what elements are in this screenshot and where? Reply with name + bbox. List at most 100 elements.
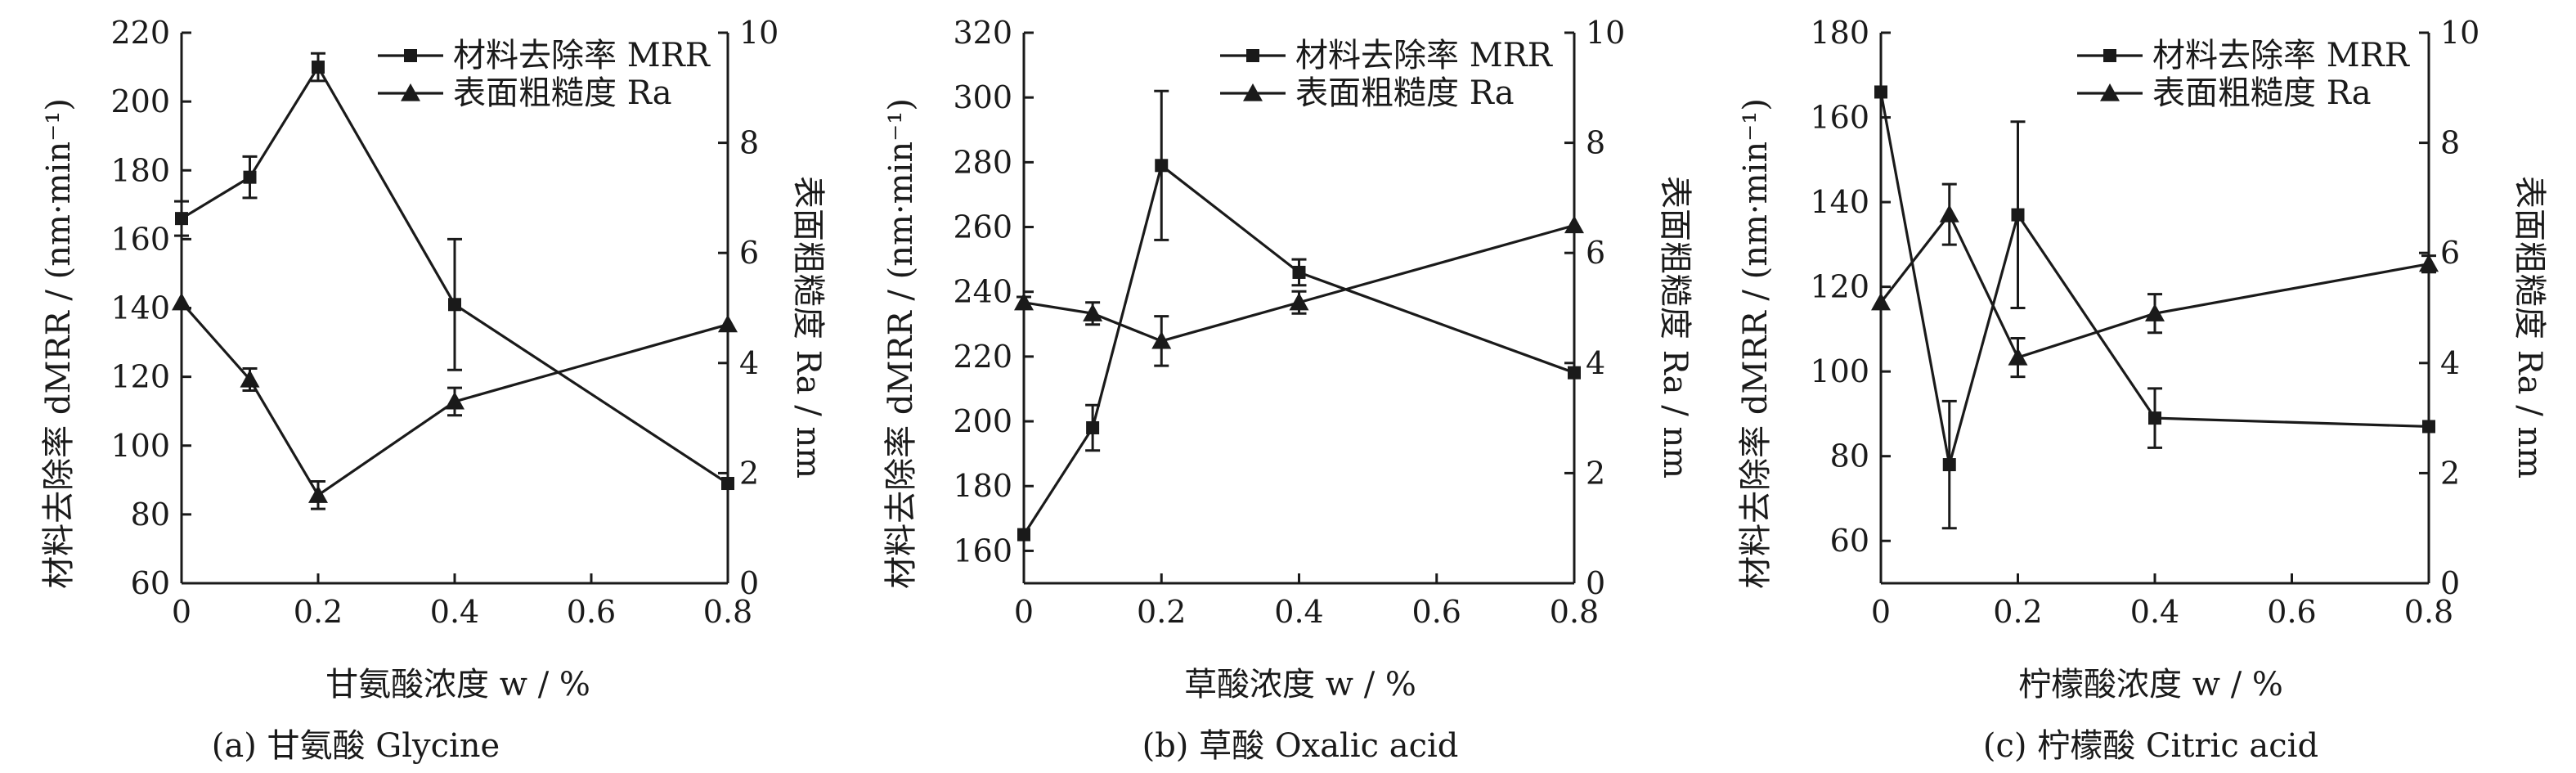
panel-a-ytick-left-label: 120 [110, 359, 170, 395]
panel-a-ytick-left-label: 140 [110, 290, 170, 326]
panel-a-caption: (a) 甘氨酸 Glycine [212, 727, 500, 765]
panel-a-ytick-left-label: 160 [110, 221, 170, 257]
panel-b-caption: (b) 草酸 Oxalic acid [1142, 727, 1459, 765]
panel-c-square-point [1874, 85, 1887, 99]
panel-a-xtick-label: 0.6 [567, 594, 616, 630]
panel-b-xtick-label: 0.6 [1412, 594, 1461, 630]
panel-a-square-point [721, 477, 734, 491]
panel-a-xlabel: 甘氨酸浓度 w / % [325, 666, 590, 703]
panel-c-xtick-label: 0.6 [2267, 594, 2316, 630]
panel-a-ytick-right-label: 4 [739, 345, 759, 381]
panel-b-square-point [1017, 528, 1030, 542]
panel-b-ytick-right-label: 4 [1586, 345, 1605, 381]
panel-b-ytick-left-label: 220 [953, 339, 1012, 375]
panel-a-ytick-right-label: 2 [739, 455, 759, 491]
panel-c-square-point [2148, 411, 2161, 425]
panel-c-ytick-left-label: 140 [1810, 184, 1869, 220]
panel-b-square-point [1155, 159, 1169, 173]
panel-c-triangle-point [1871, 292, 1891, 311]
panel-b-ylabel-left: 材料去除率 dMRR / (nm·min⁻¹) [882, 98, 920, 589]
panel-a-ytick-left-label: 100 [110, 428, 170, 464]
panel-a-xtick-label: 0.2 [294, 594, 343, 630]
panel-c-square-point [2011, 208, 2025, 222]
panel-b-triangle-point [1289, 292, 1309, 311]
panel-c-ytick-left-label: 180 [1810, 15, 1869, 51]
panel-b-plot-area: 0 0.2 0.4 0.6 0.8160180200220240260280300320… [953, 15, 1625, 630]
panel-c-xtick-label: 0 [1871, 594, 1891, 630]
panel-b-xtick-label: 0 [1014, 594, 1034, 630]
panel-a-ytick-left-label: 200 [110, 83, 170, 119]
panel-a-triangle-point [718, 314, 738, 333]
panel-a-legend-label: 表面粗糙度 Ra [453, 74, 672, 112]
panel-b-triangle-point [1151, 330, 1172, 349]
panel-b-legend-label: 材料去除率 MRR [1295, 37, 1554, 74]
panel-c-plot-area: 0 0.2 0.4 0.6 0.8 60 80 100 120 140 160 180 0 2 4 6 8 10 材… [1810, 15, 2480, 630]
panel-a-ytick-left-label: 80 [131, 497, 170, 533]
panel-a-ytick-right-label: 0 [739, 565, 759, 601]
panel-a-legend-marker [404, 49, 417, 62]
panel-c: 0 0.2 0.4 0.6 0.8 60 80 100 120 140 160 180 0 2 4 6 8 10 材… [1737, 15, 2548, 765]
panel-c-ytick-left-label: 80 [1830, 438, 1869, 474]
panel-c-legend-marker [2100, 83, 2120, 101]
panel-b-xlabel: 草酸浓度 w / % [1184, 666, 1416, 703]
panel-b-ytick-right-label: 0 [1586, 565, 1605, 601]
panel-a-xtick-label: 0.8 [703, 594, 752, 630]
panel-c-legend-label: 表面粗糙度 Ra [2152, 74, 2372, 112]
panel-b-legend-marker [1243, 83, 1263, 101]
panel-a-square-point [312, 61, 325, 74]
panel-b: 0 0.2 0.4 0.6 0.8160180200220240260280300320… [882, 15, 1694, 765]
panel-b-ylabel-right: 表面粗糙度 Ra / nm [1656, 176, 1694, 479]
panel-a-ytick-left-label: 180 [110, 152, 170, 188]
panel-a-ytick-left-label: 60 [131, 565, 170, 601]
panel-c-ytick-right-label: 0 [2440, 565, 2460, 601]
panel-b-ytick-right-label: 2 [1586, 455, 1605, 491]
panel-c-ytick-left-label: 160 [1810, 100, 1869, 136]
panel-c-triangle-point [2419, 254, 2439, 272]
panel-c-triangle-point [2145, 303, 2165, 321]
panel-b-ytick-left-label: 260 [953, 209, 1012, 245]
panel-b-legend-marker [1246, 49, 1259, 62]
panel-a-ytick-right-label: 8 [739, 125, 759, 161]
panel-b-series-square-line [1022, 163, 1575, 536]
panel-a-triangle-point [445, 391, 464, 410]
panel-b-xtick-label: 0.4 [1274, 594, 1323, 630]
panel-a-xtick-label: 0 [172, 594, 191, 630]
panel-a-square-point [175, 212, 188, 226]
panel-a-legend-marker [401, 83, 420, 101]
panel-c-ylabel-right: 表面粗糙度 Ra / nm [2511, 176, 2548, 479]
panel-c-xlabel: 柠檬酸浓度 w / % [2018, 666, 2283, 703]
panel-a-square-point [243, 170, 257, 184]
panel-b-ytick-left-label: 240 [953, 274, 1012, 310]
panel-c-ytick-right-label: 10 [2440, 15, 2480, 51]
panel-a-ylabel-left: 材料去除率 dMRR / (nm·min⁻¹) [40, 98, 78, 589]
panel-c-xtick-label: 0.2 [1993, 594, 2042, 630]
panel-a-legend-label: 材料去除率 MRR [453, 37, 711, 74]
panel-b-legend-label: 表面粗糙度 Ra [1295, 74, 1515, 112]
panel-b-ytick-left-label: 180 [953, 468, 1012, 504]
panel-c-caption: (c) 柠檬酸 Citric acid [1983, 727, 2318, 765]
panel-c-square-point [1942, 458, 1956, 472]
panel-b-square-point [1086, 420, 1100, 434]
panel-c-legend-marker [2103, 49, 2116, 62]
panel-c-ytick-left-label: 100 [1810, 353, 1869, 389]
panel-b-triangle-point [1564, 215, 1584, 234]
panel-b-xtick-label: 0.8 [1550, 594, 1599, 630]
panel-b-ytick-right-label: 6 [1586, 235, 1605, 271]
panel-c-xtick-label: 0.8 [2404, 594, 2453, 630]
panel-b-ytick-right-label: 8 [1586, 125, 1605, 161]
panel-a-triangle-point [172, 292, 191, 311]
panel-c-ytick-left-label: 60 [1830, 523, 1869, 559]
panel-a-ytick-right-label: 6 [739, 235, 759, 271]
panel-b-ytick-right-label: 10 [1586, 15, 1625, 51]
panel-a-triangle-point [240, 369, 260, 388]
panel-b-ytick-left-label: 200 [953, 403, 1012, 439]
panel-a-ytick-right-label: 10 [739, 15, 779, 51]
panel-b-ytick-left-label: 280 [953, 144, 1012, 180]
panel-a-xtick-label: 0.4 [430, 594, 479, 630]
panel-c-triangle-point [1939, 204, 1959, 222]
panel-c-legend-label: 材料去除率 MRR [2152, 37, 2411, 74]
panel-b-triangle-point [1014, 292, 1034, 311]
panel-c-square-point [2422, 420, 2435, 434]
panel-b-xtick-label: 0.2 [1137, 594, 1186, 630]
